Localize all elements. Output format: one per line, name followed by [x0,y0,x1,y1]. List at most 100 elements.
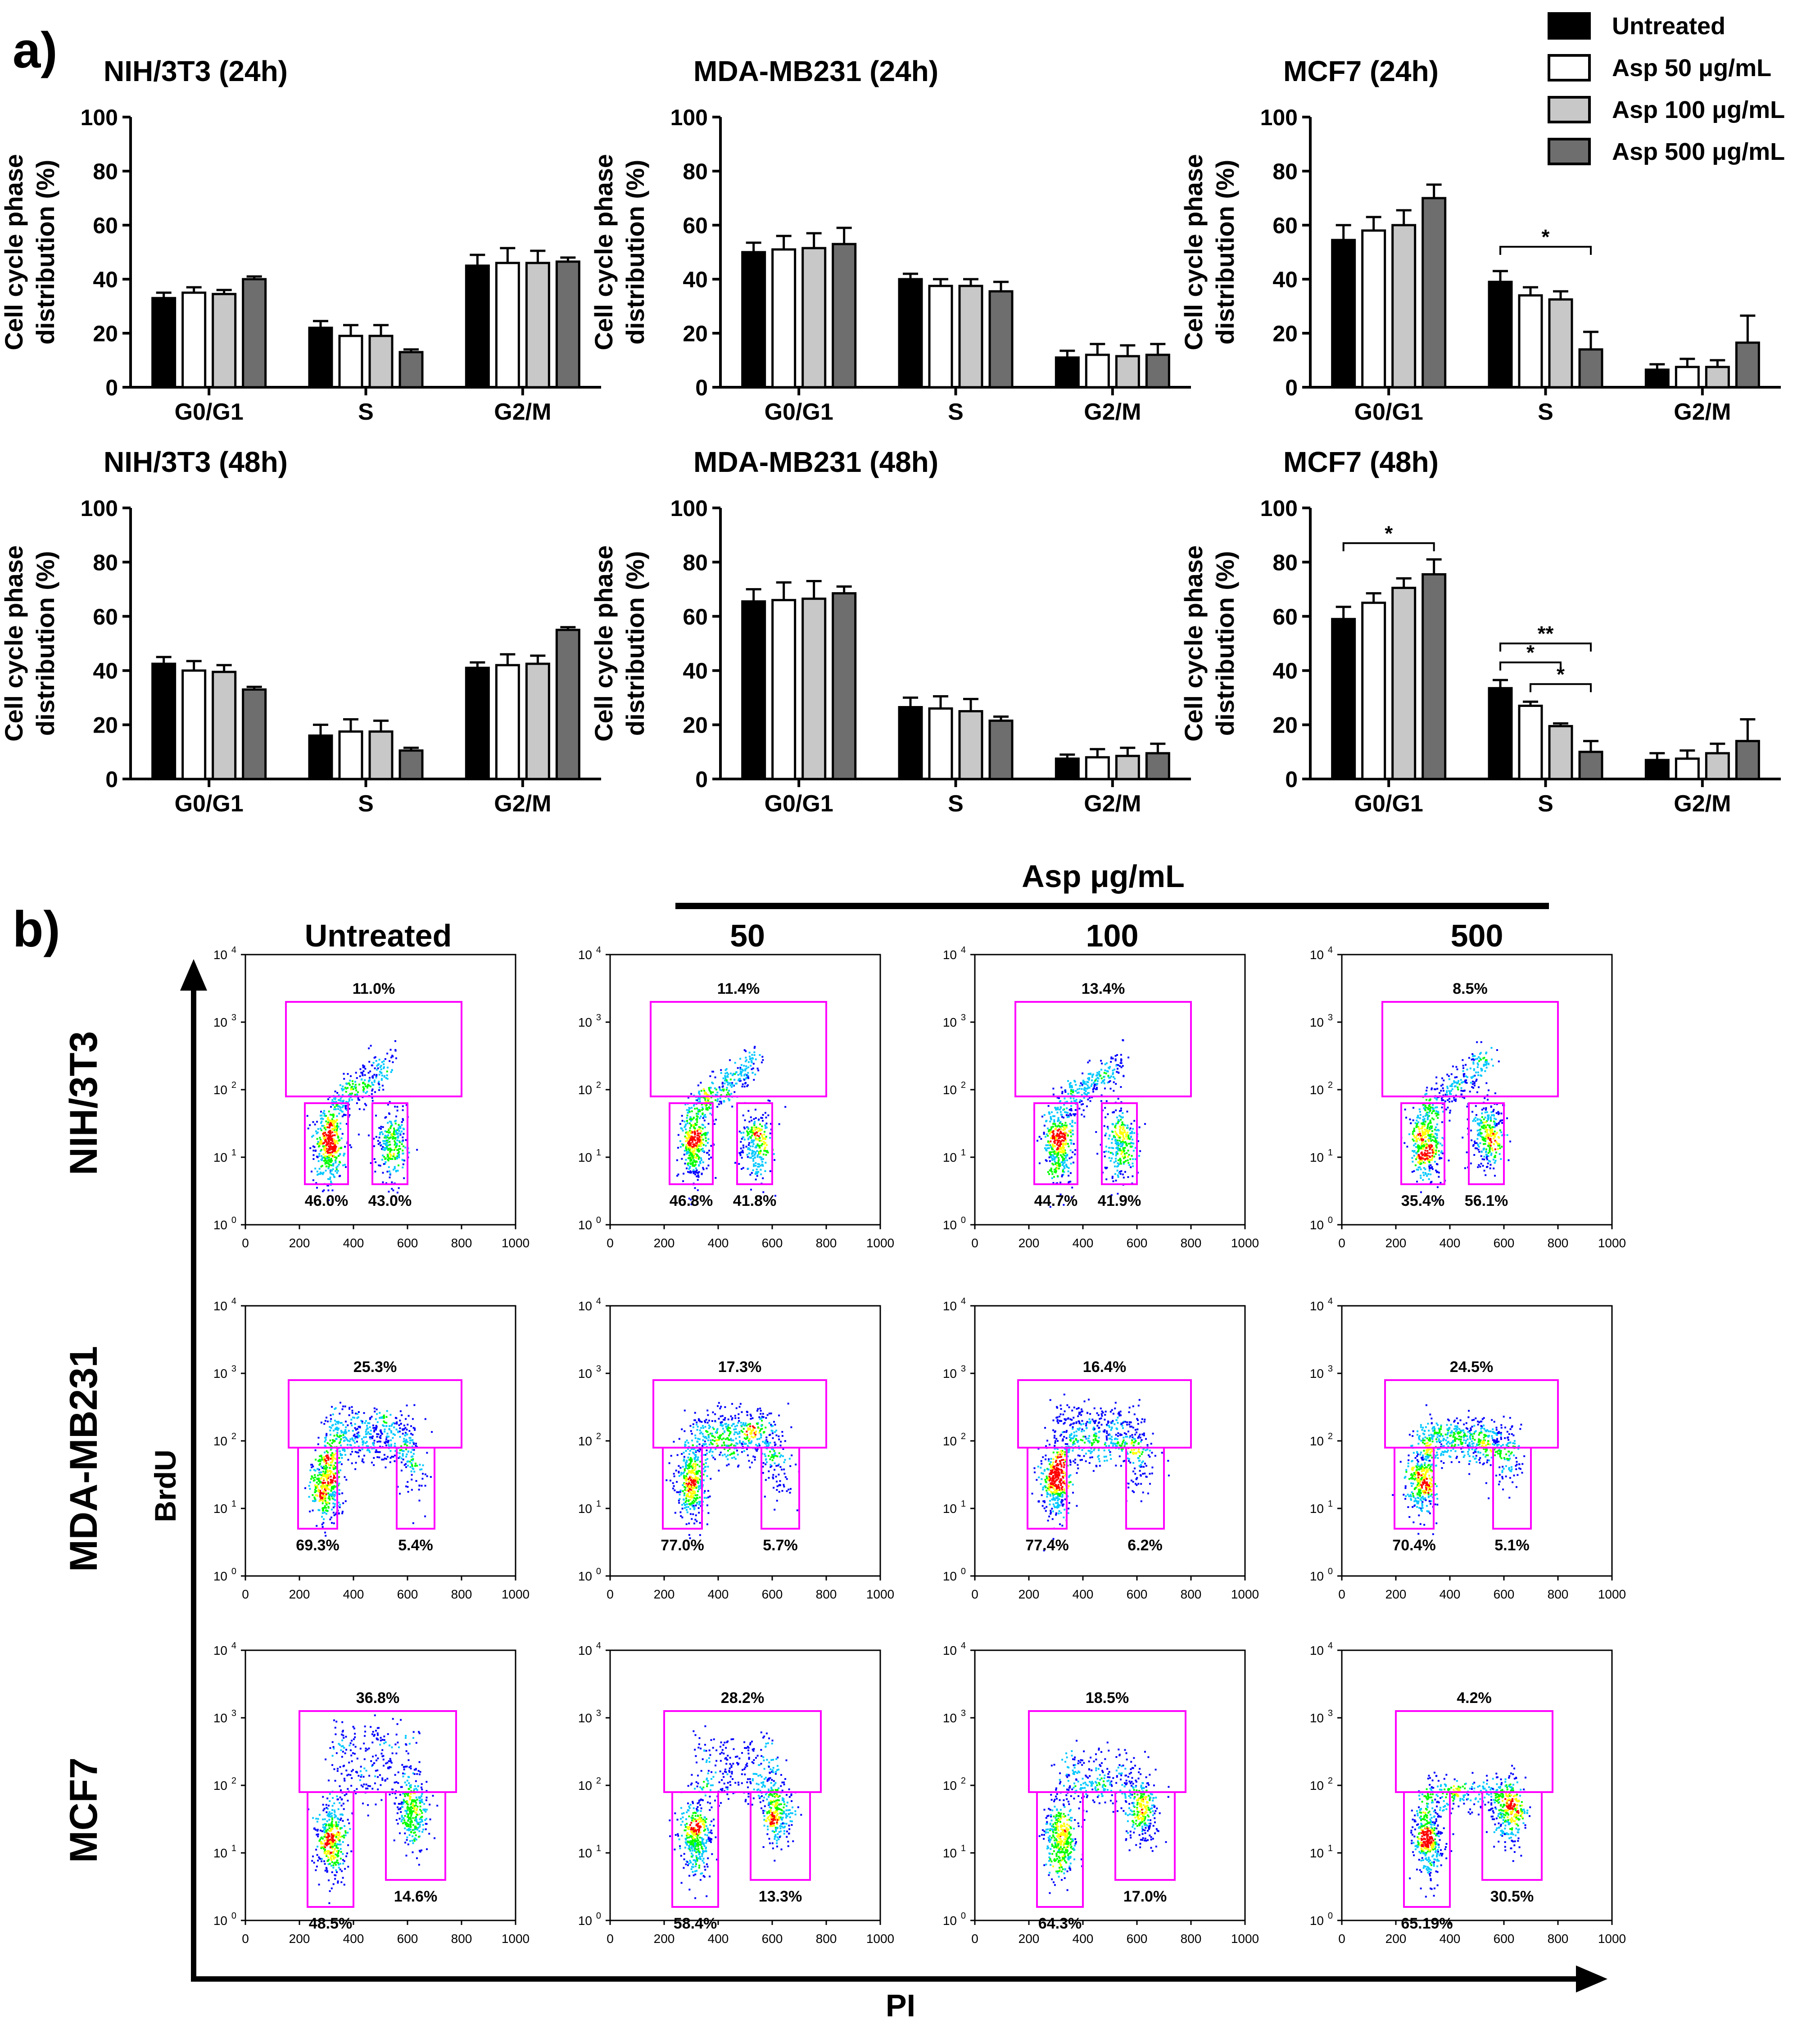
event-dot [1093,1085,1096,1087]
event-dot [1064,1152,1067,1154]
event-dot [343,1431,345,1433]
event-dot [1485,1136,1487,1138]
y-tick-label: 10 [1310,948,1324,962]
event-dot [699,1100,701,1103]
row-title: NIH/3T3 [62,1031,105,1175]
bar [1675,757,1700,780]
event-dot [394,1445,396,1447]
event-dot [413,1449,415,1451]
event-dot [1440,1142,1442,1145]
event-dot [379,1132,381,1134]
event-dot [395,1417,398,1419]
event-dot [1102,1080,1105,1082]
event-dot [316,1485,318,1487]
event-dot [1489,1126,1491,1128]
event-dot [330,1489,332,1491]
event-dot [395,1115,397,1118]
event-dot [1056,1175,1059,1177]
event-dot [366,1441,368,1443]
event-dot [705,1140,707,1142]
event-dot [748,1147,750,1150]
event-dot [753,1047,756,1049]
event-dot [1061,1164,1064,1166]
event-dot [375,1075,377,1077]
event-dot [389,1173,391,1175]
event-dot [1059,1100,1062,1102]
event-dot [412,1458,414,1460]
event-dot [707,1097,709,1099]
event-dot [1436,1096,1439,1099]
y-tick-label: 10 [213,1569,227,1583]
x-tick-label: 400 [1440,1236,1461,1250]
bar [151,297,177,389]
event-dot [1435,1169,1437,1172]
event-dot [326,1118,329,1120]
event-dot [1435,1145,1437,1147]
event-dot [383,1425,385,1427]
event-dot [388,1445,390,1448]
event-dot [406,1461,408,1463]
event-dot [1494,1136,1496,1138]
event-dot [322,1145,324,1147]
event-dot [325,1493,327,1495]
event-dot [370,1433,372,1435]
event-dot [323,1467,325,1470]
event-dot [1069,1097,1072,1100]
event-dot [320,1165,322,1168]
event-dot [758,1163,761,1165]
event-dot [1420,1177,1422,1179]
event-dot [335,1151,338,1154]
event-dot [1123,1177,1125,1179]
event-dot [1103,1072,1105,1074]
event-dot [1114,1130,1117,1132]
event-dot [332,1494,334,1496]
event-dot [405,1466,407,1468]
event-dot [703,1119,706,1122]
event-dot [1463,1075,1465,1078]
event-dot [1435,1129,1438,1132]
event-dot [332,1101,335,1103]
event-dot [336,1172,338,1174]
event-dot [704,1099,706,1101]
event-dot [319,1460,321,1463]
event-dot [330,1495,333,1498]
y-tick-label: 40 [93,267,118,292]
event-dot [382,1424,384,1426]
event-dot [1087,1092,1089,1094]
row-title: MDA-MB231 [62,1346,105,1572]
event-dot [700,1157,702,1159]
event-dot [404,1146,407,1149]
event-dot [1115,1179,1117,1182]
event-dot [1491,1149,1494,1151]
event-dot [1452,1065,1454,1068]
event-dot [724,1072,727,1074]
event-dot [1491,1058,1493,1060]
event-dot [330,1169,332,1171]
event-dot [322,1485,325,1488]
event-dot [405,1448,407,1450]
event-dot [1451,1088,1453,1090]
event-dot [330,1464,332,1467]
event-dot [363,1066,365,1069]
event-dot [398,1456,401,1458]
event-dot [331,1456,333,1458]
event-dot [359,1426,361,1428]
event-dot [394,1138,396,1140]
event-dot [1120,1062,1123,1064]
event-dot [1424,1128,1426,1131]
event-dot [692,1118,694,1120]
event-dot [1058,1163,1060,1165]
event-dot [327,1143,329,1146]
event-dot [742,1144,744,1146]
event-dot [692,1141,694,1143]
event-dot [1413,1135,1415,1137]
event-dot [330,1139,333,1141]
event-dot [757,1163,759,1165]
event-dot [1088,1092,1090,1094]
event-dot [1428,1168,1431,1170]
event-dot [1500,1131,1503,1133]
event-dot [1049,1128,1051,1131]
y-tick-exponent: 3 [231,1364,236,1374]
event-dot [398,1493,401,1495]
event-dot [397,1135,399,1137]
